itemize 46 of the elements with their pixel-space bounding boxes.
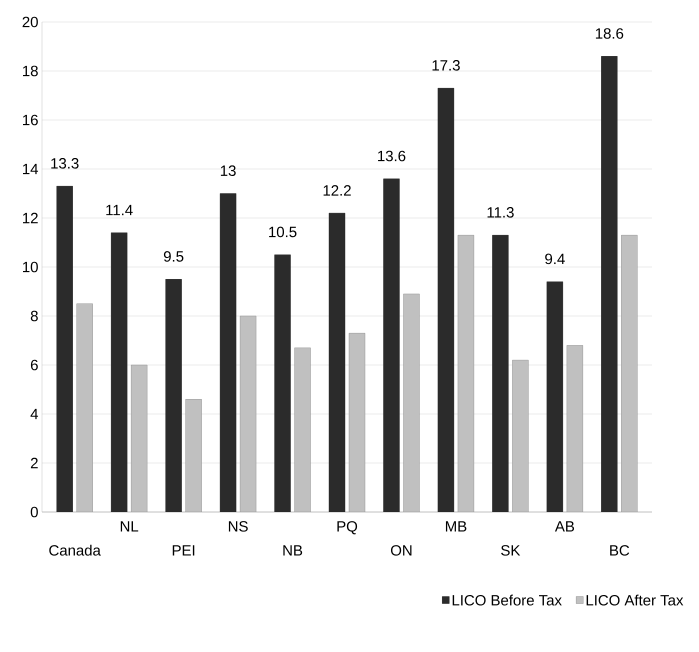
data-label: 13.6 [378, 150, 406, 162]
data-label: 13 [220, 165, 236, 176]
y-tick-label: 14 [23, 164, 38, 174]
bar [383, 178, 400, 512]
x-tick-label: NL [120, 521, 138, 532]
data-label: 18.6 [596, 28, 624, 39]
bar [328, 212, 346, 512]
y-tick-label: 4 [30, 408, 38, 420]
legend-label: LICO Before Tax [452, 594, 562, 606]
data-label: 11.4 [106, 204, 133, 216]
data-label: 17.3 [432, 60, 460, 71]
bar [165, 279, 182, 512]
bar [546, 282, 564, 512]
x-tick-label: ON [390, 545, 412, 556]
x-tick-label: PQ [337, 521, 358, 534]
y-tick-label: 12 [23, 212, 38, 224]
y-tick-label: 8 [30, 310, 38, 322]
x-tick-label: Canada [49, 544, 101, 556]
x-tick-label: AB [554, 521, 574, 532]
bar [492, 234, 509, 512]
y-tick-label: 10 [23, 262, 38, 272]
y-tick-label: 20 [22, 16, 38, 28]
x-tick-label: NB [283, 545, 302, 556]
x-tick-label: BC [610, 545, 630, 556]
data-label: 13.3 [51, 158, 79, 169]
data-label: 12.2 [324, 185, 351, 196]
bar [220, 193, 236, 512]
y-tick-label: 6 [30, 360, 38, 370]
y-tick-label: 2 [30, 458, 38, 468]
y-tick-label: 16 [23, 114, 38, 126]
x-tick-label: SK [501, 545, 520, 556]
x-tick-label: NS [228, 521, 248, 532]
legend-label: LICO After Tax [586, 594, 684, 606]
data-label: 9.4 [545, 254, 565, 264]
data-label: 9.5 [164, 251, 184, 262]
x-tick-label: MB [446, 521, 466, 532]
bar [438, 88, 454, 512]
data-label: 10.5 [269, 226, 296, 238]
bar [56, 186, 73, 512]
y-tick-label: 0 [30, 506, 38, 518]
bar [601, 56, 618, 512]
x-tick-label: PEI [172, 545, 194, 556]
y-tick-label: 18 [23, 66, 38, 76]
data-label: 11.3 [488, 207, 514, 218]
bar [274, 254, 291, 512]
bar [110, 232, 128, 512]
